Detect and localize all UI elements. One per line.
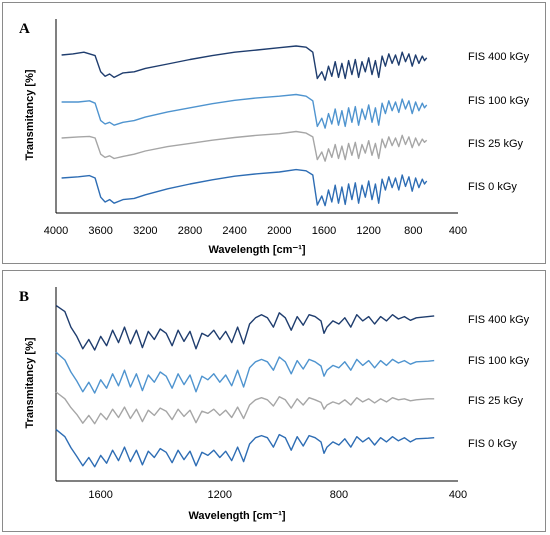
x-ticks-b: 1600 1200 800 400: [88, 489, 467, 501]
chart-a-svg: A Transmitancy [%] Wavelength [cm⁻¹] 400…: [19, 19, 530, 256]
y-axis-title-a: Transmitancy [%]: [24, 69, 36, 160]
legend-b: FIS 400 kGy FIS 100 kGy FIS 25 kGy FIS 0 kG…: [468, 314, 530, 450]
panel-label-a: A: [19, 21, 30, 37]
y-axis-title-b: Transmitancy [%]: [24, 337, 36, 428]
series-line-fis-400-kgy: [55, 304, 435, 351]
x-axis-title-b: Wavelength [cm⁻¹]: [188, 510, 285, 522]
series-line-fis-100-kgy: [55, 351, 435, 394]
panel-a: A Transmitancy [%] Wavelength [cm⁻¹] 400…: [2, 2, 546, 264]
x-ticks-a: 4000 3600 3200 2800 2400 2000 1600 1200 800 400: [44, 225, 467, 237]
x-axis-title-a: Wavelength [cm⁻¹]: [208, 244, 305, 256]
legend-entry: FIS 0 kGy: [468, 438, 517, 450]
series-lines-b: [55, 304, 435, 468]
x-tick-label: 1600: [88, 489, 112, 501]
legend-entry: FIS 100 kGy: [468, 355, 530, 367]
series-line-fis-25-kgy: [61, 130, 428, 162]
x-tick-label: 2000: [267, 225, 291, 237]
legend-entry: FIS 100 kGy: [468, 95, 530, 107]
series-line-fis-400-kgy: [61, 45, 428, 81]
x-tick-label: 800: [330, 489, 348, 501]
series-line-fis-25-kgy: [55, 391, 435, 425]
legend-entry: FIS 25 kGy: [468, 138, 524, 150]
x-tick-label: 400: [449, 225, 467, 237]
legend-a: FIS 400 kGy FIS 100 kGy FIS 25 kGy FIS 0 kG…: [468, 51, 530, 193]
x-tick-label: 4000: [44, 225, 68, 237]
series-line-fis-100-kgy: [61, 93, 428, 129]
legend-entry: FIS 0 kGy: [468, 181, 517, 193]
x-tick-label: 800: [404, 225, 422, 237]
x-tick-label: 3200: [133, 225, 157, 237]
panel-b: B Transmitancy [%] Wavelength [cm⁻¹] 160…: [2, 270, 546, 532]
x-tick-label: 2800: [178, 225, 202, 237]
legend-entry: FIS 400 kGy: [468, 314, 530, 326]
panel-label-b: B: [19, 289, 29, 305]
x-tick-label: 1600: [312, 225, 336, 237]
x-tick-label: 400: [449, 489, 467, 501]
x-tick-label: 1200: [356, 225, 380, 237]
series-line-fis-0-kgy: [55, 428, 435, 468]
series-line-fis-0-kgy: [61, 168, 428, 207]
x-tick-label: 1200: [208, 489, 232, 501]
x-tick-label: 3600: [88, 225, 112, 237]
series-lines-a: [61, 45, 428, 207]
legend-entry: FIS 25 kGy: [468, 395, 524, 407]
chart-b-svg: B Transmitancy [%] Wavelength [cm⁻¹] 160…: [19, 287, 530, 522]
x-tick-label: 2400: [222, 225, 246, 237]
legend-entry: FIS 400 kGy: [468, 51, 530, 63]
